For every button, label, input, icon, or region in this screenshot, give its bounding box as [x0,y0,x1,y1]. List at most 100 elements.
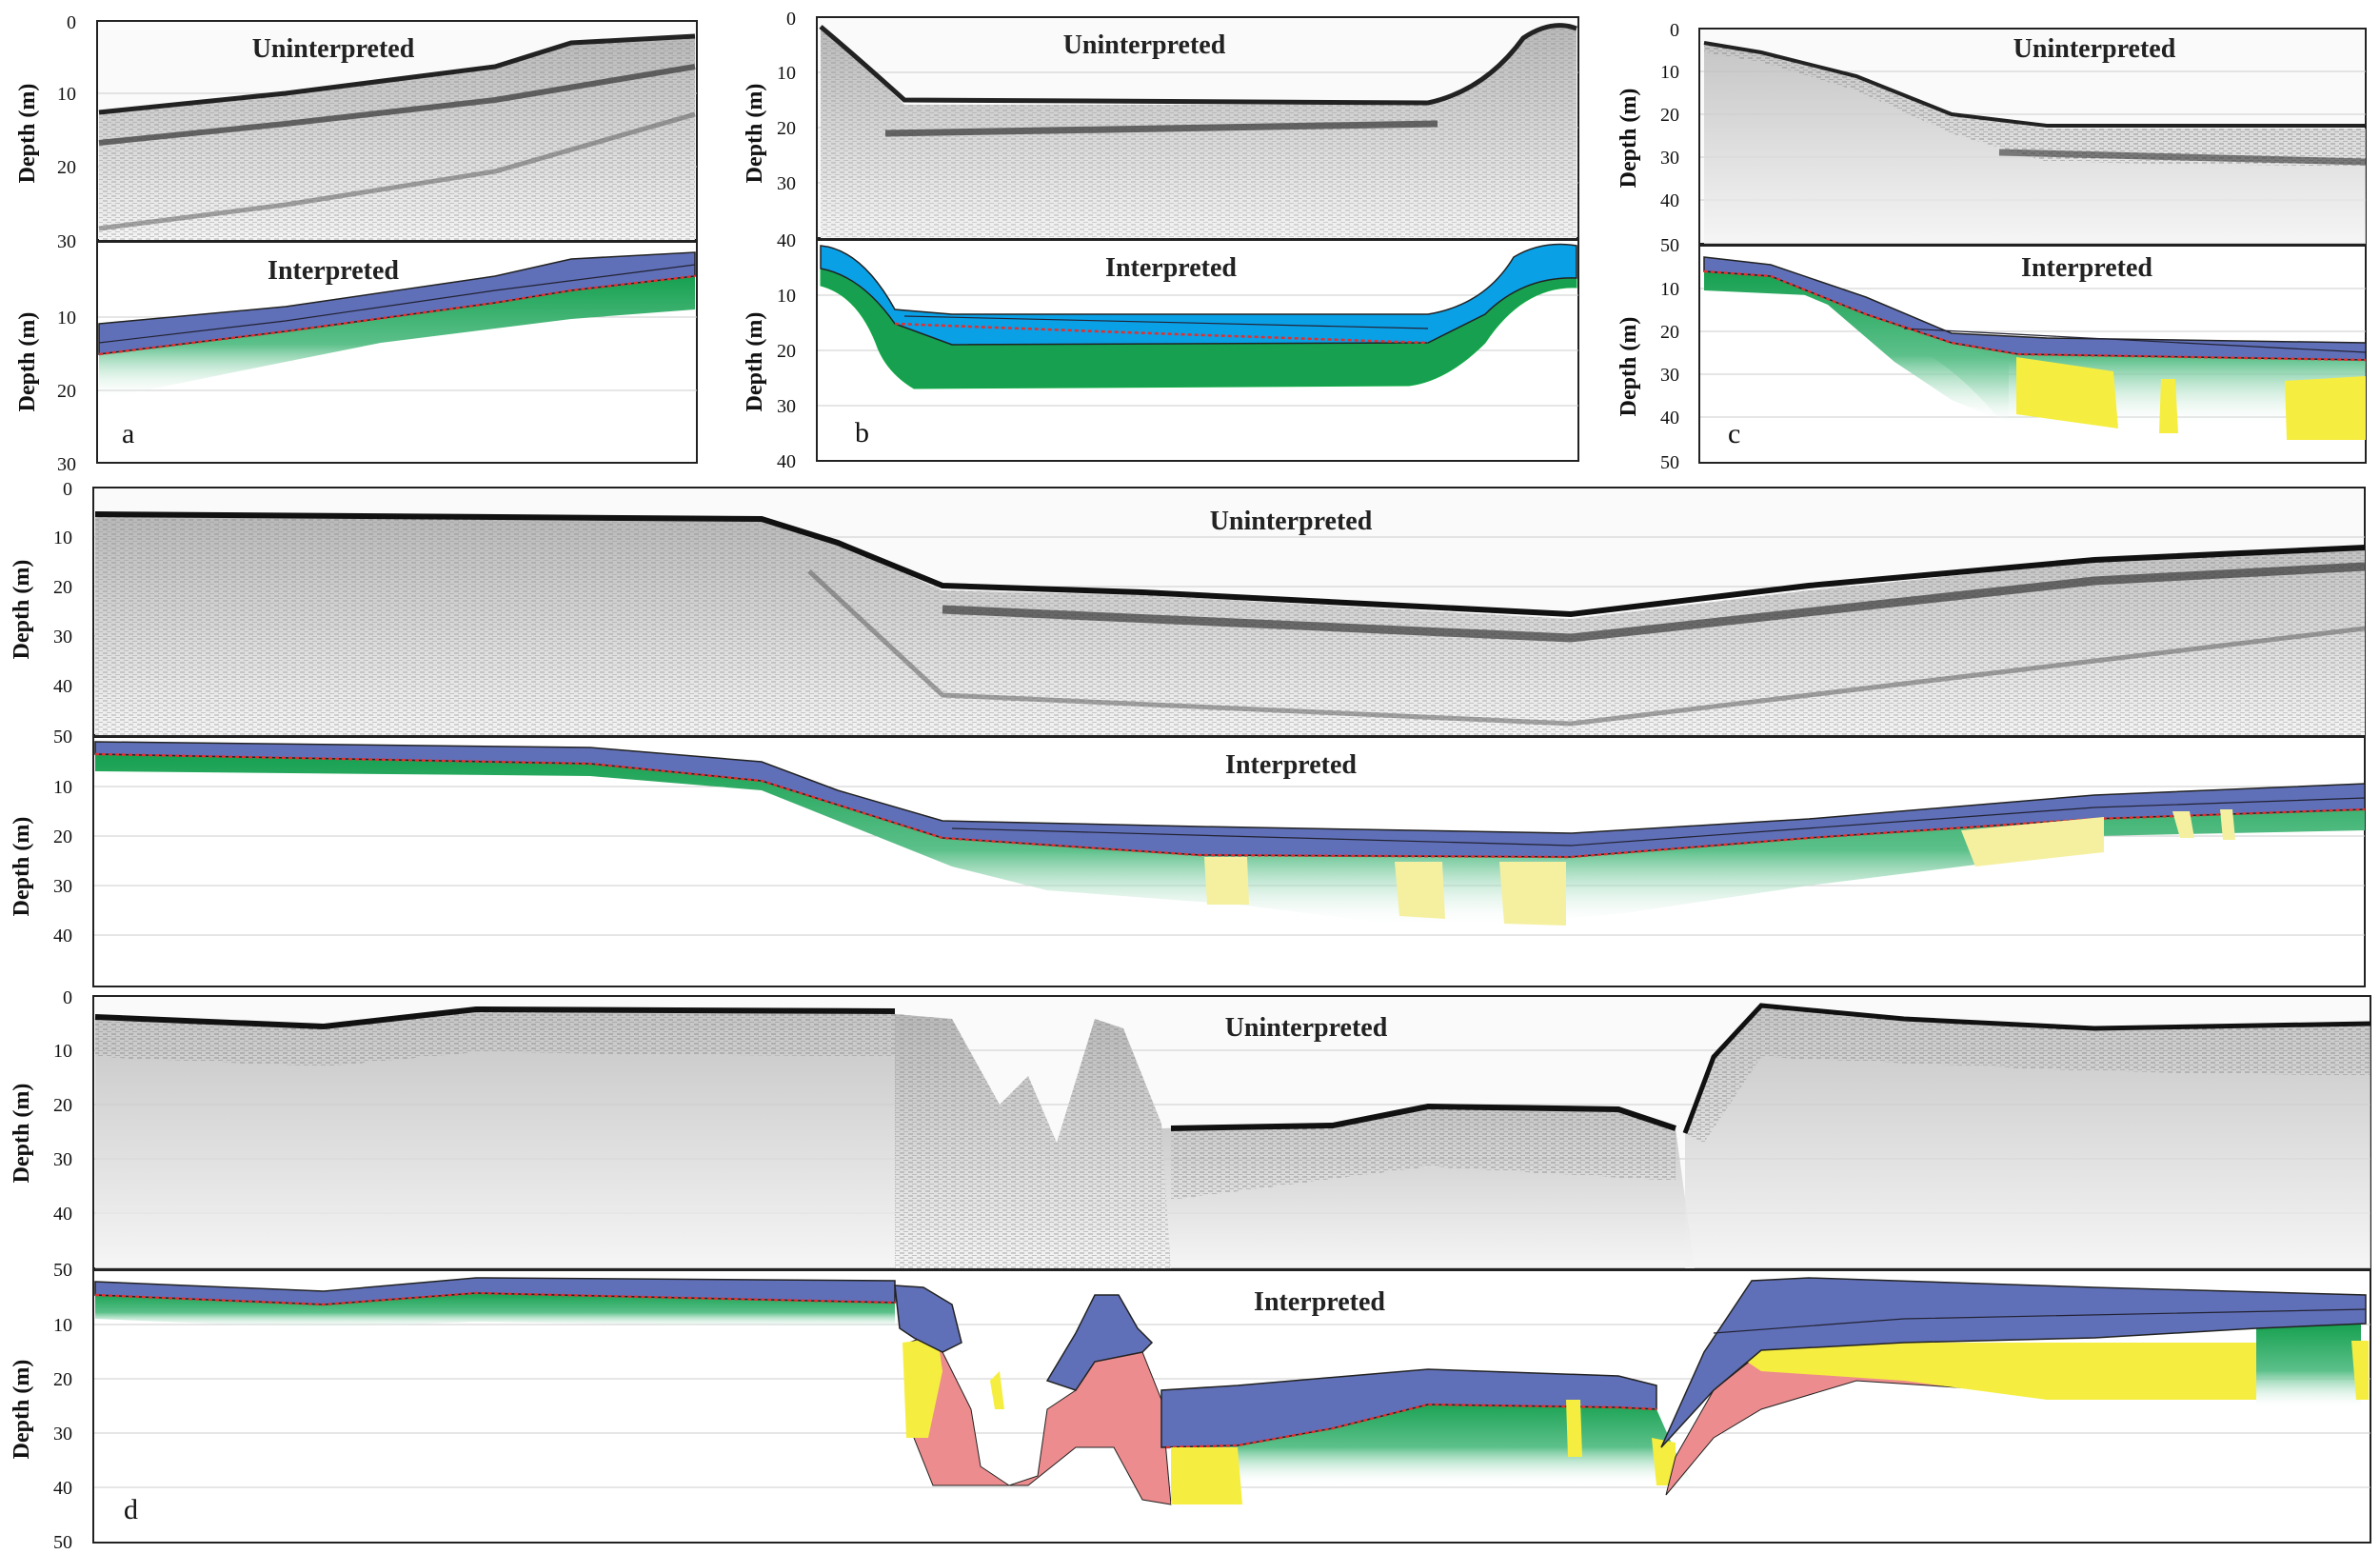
tick-label: 30 [53,1149,72,1170]
tick-label: 0 [63,987,72,1008]
uninterpreted-title: Uninterpreted [1063,30,1226,60]
panel-b: Uninterpreted Interpreted b 0 10 20 30 4… [743,9,1579,472]
tick-label: 10 [1660,279,1679,300]
panel-b-depth-axis: 0 10 20 30 40 10 20 30 40 Depth (m) Dept… [743,9,818,472]
tick-label: 20 [1660,105,1679,126]
y-axis-label: Depth (m) [743,312,767,412]
tick-label: 30 [53,1424,72,1444]
panel-c-uninterpreted: Uninterpreted [1698,28,2367,245]
y-axis-label: Depth (m) [1616,89,1641,189]
panel-a-interpreted: Interpreted a [96,241,698,464]
panel-middle-interpreted: Interpreted [92,736,2366,987]
tick-label: 20 [57,381,76,402]
panel-letter: d [124,1494,138,1525]
interpreted-title: Interpreted [1225,750,1357,780]
panel-d: Uninterpreted [10,987,2371,1553]
tick-label: 20 [777,341,796,362]
tick-label: 30 [57,231,76,252]
tick-label: 20 [57,157,76,178]
tick-label: 0 [63,479,72,500]
tick-label: 10 [57,84,76,105]
tick-label: 40 [1660,190,1679,211]
panel-letter: b [855,417,869,448]
tick-label: 30 [53,627,72,648]
panel-c: Uninterpreted Interpreted c 0 10 20 30 4 [1616,20,2367,473]
panel-b-uninterpreted: Uninterpreted [816,16,1579,239]
uninterpreted-title: Uninterpreted [1210,507,1373,536]
uninterpreted-title: Uninterpreted [2013,34,2176,64]
interpreted-title: Interpreted [268,256,399,286]
tick-label: 30 [1660,148,1679,169]
tick-label: 10 [53,1041,72,1062]
tick-label: 20 [53,577,72,598]
y-axis-label: Depth (m) [15,84,40,184]
tick-label: 40 [777,451,796,472]
tick-label: 10 [777,286,796,307]
tick-label: 50 [53,1260,72,1281]
tick-label: 50 [53,727,72,747]
green-unit [99,276,695,400]
tick-label: 10 [53,1315,72,1336]
panel-c-depth-axis: 0 10 20 30 40 50 10 20 30 40 50 Depth (m… [1616,20,1700,473]
tick-label: 10 [1660,62,1679,83]
tick-label: 30 [53,876,72,897]
panel-a: Uninterpreted Interpreted a 0 10 20 30 1… [15,12,698,475]
tick-label: 50 [1660,452,1679,473]
y-axis-label: Depth (m) [10,1360,34,1460]
tick-label: 10 [53,528,72,548]
green-unit [95,754,2365,928]
lake-unit [820,243,1577,346]
tick-label: 40 [53,1204,72,1225]
tick-label: 20 [53,827,72,847]
tick-label: 30 [777,396,796,417]
panel-middle-depth-axis: 0 10 20 30 40 50 10 20 30 40 Depth (m) D… [10,479,94,986]
panel-letter: c [1728,418,1740,449]
green-unit [1704,271,2366,428]
panel-letter: a [122,418,134,449]
tick-label: 30 [777,173,796,194]
panel-a-uninterpreted: Uninterpreted [96,20,698,241]
yellow-unit [902,1338,942,1438]
tick-label: 30 [1660,365,1679,386]
tick-label: 0 [67,12,76,33]
y-axis-label: Depth (m) [10,1084,34,1184]
uninterpreted-title: Uninterpreted [1225,1013,1388,1043]
tick-label: 20 [1660,322,1679,343]
panel-d-uninterpreted: Uninterpreted [92,995,2371,1269]
panel-middle-uninterpreted: Uninterpreted [92,487,2366,736]
tick-label: 40 [777,230,796,251]
y-axis-label: Depth (m) [10,817,34,917]
tick-label: 30 [57,454,76,475]
uninterpreted-title: Uninterpreted [252,34,415,64]
pale-yellow-unit [1204,857,1249,905]
tick-label: 20 [53,1095,72,1116]
tick-label: 0 [1670,20,1679,41]
panel-c-interpreted: Interpreted c [1698,245,2367,464]
y-axis-label: Depth (m) [15,312,40,412]
tick-label: 0 [786,9,796,30]
panel-d-interpreted: Interpreted d [92,1269,2371,1544]
tick-label: 20 [777,118,796,139]
tick-label: 40 [53,1478,72,1499]
tick-label: 50 [53,1532,72,1553]
panel-b-interpreted: Interpreted b [816,239,1579,462]
tick-label: 40 [53,676,72,697]
y-axis-label: Depth (m) [10,560,34,660]
panel-middle: Uninterpreted Interpreted 0 10 20 30 [10,479,2366,987]
green-unit [95,1293,895,1328]
tick-label: 40 [1660,408,1679,428]
tick-label: 10 [777,63,796,84]
tick-label: 10 [57,308,76,329]
tick-label: 40 [53,926,72,946]
interpreted-title: Interpreted [1254,1287,1385,1317]
panel-a-depth-axis: 0 10 20 30 10 20 30 Depth (m) Depth (m) [15,12,98,475]
tick-label: 10 [53,777,72,798]
tick-label: 50 [1660,235,1679,256]
interpreted-title: Interpreted [2021,253,2152,283]
interpreted-title: Interpreted [1105,253,1237,283]
y-axis-label: Depth (m) [743,84,767,184]
yellow-unit [2016,357,2118,428]
tick-label: 20 [53,1369,72,1390]
panel-d-depth-axis: 0 10 20 30 40 50 10 20 30 40 50 Depth (m… [10,987,94,1553]
